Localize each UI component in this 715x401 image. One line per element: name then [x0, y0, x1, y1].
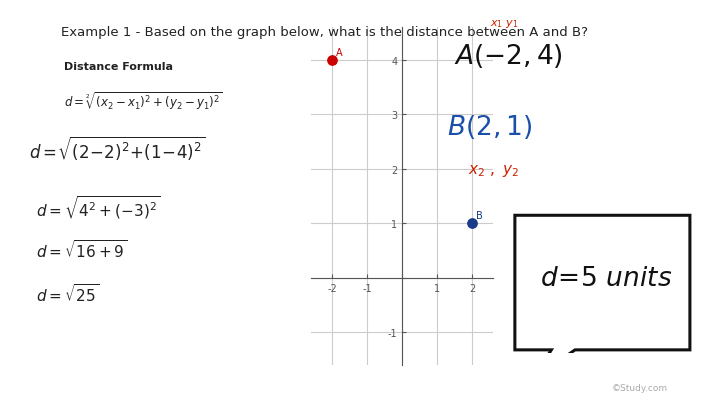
Text: $d = \sqrt{16 + 9}$: $d = \sqrt{16 + 9}$	[36, 239, 127, 261]
Text: B: B	[475, 211, 483, 221]
Text: $d = \sqrt{25}$: $d = \sqrt{25}$	[36, 283, 99, 305]
Text: $x_2\ ,\ y_2$: $x_2\ ,\ y_2$	[468, 162, 519, 178]
Text: $d=\!\sqrt{(2\!-\!2)^2\!+\!(1\!-\!4)^2}$: $d=\!\sqrt{(2\!-\!2)^2\!+\!(1\!-\!4)^2}$	[29, 134, 205, 162]
Text: ©Study.com: ©Study.com	[611, 383, 667, 392]
Point	[326, 57, 337, 64]
Text: $A(-2,4)$: $A(-2,4)$	[454, 42, 563, 70]
Text: A: A	[335, 48, 342, 58]
Text: Example 1 - Based on the graph below, what is the distance between A and B?: Example 1 - Based on the graph below, wh…	[61, 26, 588, 39]
Text: Distance Formula: Distance Formula	[64, 62, 173, 72]
PathPatch shape	[515, 216, 690, 379]
Text: $B(2,1)$: $B(2,1)$	[447, 112, 533, 140]
Text: $d = \sqrt[2]{(x_2-x_1)^2+(y_2-y_1)^2}$: $d = \sqrt[2]{(x_2-x_1)^2+(y_2-y_1)^2}$	[64, 90, 223, 112]
Text: $d = \sqrt{4^2 + (-3)^2}$: $d = \sqrt{4^2 + (-3)^2}$	[36, 194, 160, 221]
Text: $d\!=\!5\ \mathit{units}$: $d\!=\!5\ \mathit{units}$	[540, 265, 672, 291]
Point	[467, 221, 478, 227]
Text: $x_1\ y_1$: $x_1\ y_1$	[490, 18, 518, 30]
